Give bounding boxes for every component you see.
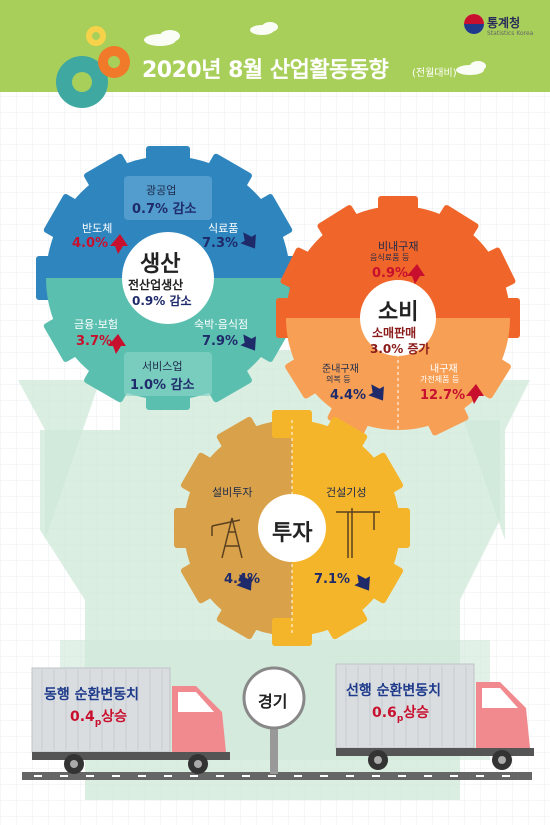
lodging-label: 숙박·음식점 (194, 318, 249, 331)
consumption-gear (276, 196, 520, 436)
investment-title: 투자 (272, 521, 313, 546)
consumption-center-label: 소매판매 (372, 326, 417, 340)
logo-subtitle: Statistics Korea (487, 30, 534, 37)
equipment-value: 4.4% (224, 572, 261, 587)
up-arrow-icon (108, 234, 484, 404)
leading-value: 0.6p상승 (372, 705, 430, 724)
durable-sublabel: 가전제품 등 (420, 375, 460, 384)
derrick-icon (211, 517, 243, 559)
nondurable-value: 0.9% (372, 266, 409, 281)
leading-label: 선행 순환변동치 (346, 683, 442, 699)
logo-name: 통계청 (487, 16, 521, 30)
header-gear-icons (56, 26, 130, 108)
semiconductor-label: 반도체 (82, 222, 113, 235)
page-subtitle: (전월대비) (412, 68, 457, 79)
economy-sign-label: 경기 (258, 692, 288, 711)
economy-sign (242, 666, 306, 774)
durable-value: 12.7% (420, 388, 466, 403)
finance-value: 3.7% (76, 334, 113, 349)
crane-icon (336, 508, 380, 558)
coincident-label: 동행 순환변동치 (44, 687, 140, 703)
service-label: 서비스업 (142, 360, 183, 373)
construction-value: 7.1% (314, 572, 351, 587)
food-label: 식료품 (208, 222, 239, 235)
down-arrow-icon (236, 232, 384, 591)
service-value: 1.0% 감소 (130, 378, 195, 393)
mining-label: 광공업 (146, 184, 177, 197)
food-value: 7.3% (202, 236, 239, 251)
truck-left-icon (31, 667, 230, 774)
mining-value: 0.7% 감소 (132, 202, 197, 217)
road (22, 772, 532, 780)
construction-label: 건설기성 (326, 486, 367, 499)
lodging-value: 7.9% (202, 334, 239, 349)
equipment-label: 설비투자 (212, 486, 253, 499)
semidurable-sublabel: 의복 등 (326, 375, 351, 384)
cloud-icons (144, 22, 486, 75)
semiconductor-value: 4.0% (72, 236, 109, 251)
finance-label: 금융·보험 (74, 318, 118, 331)
production-center-label: 전산업생산 (128, 278, 184, 292)
page-title: 2020년 8월 산업활동동향 (142, 58, 389, 83)
truck-right-icon (335, 663, 534, 770)
nondurable-sublabel: 음식료품 등 (370, 253, 410, 262)
consumption-center-value: 3.0% 증가 (370, 342, 430, 356)
production-title: 생산 (140, 252, 181, 277)
semidurable-label: 준내구재 (322, 364, 359, 375)
semidurable-value: 4.4% (330, 388, 367, 403)
investment-gear (174, 410, 410, 646)
durable-label: 내구재 (430, 364, 458, 375)
production-gear (36, 146, 300, 410)
production-center-value: 0.9% 감소 (132, 294, 192, 308)
coincident-value: 0.4p상승 (70, 709, 128, 728)
nondurable-label: 비내구재 (378, 240, 419, 253)
consumption-title: 소비 (378, 300, 419, 325)
